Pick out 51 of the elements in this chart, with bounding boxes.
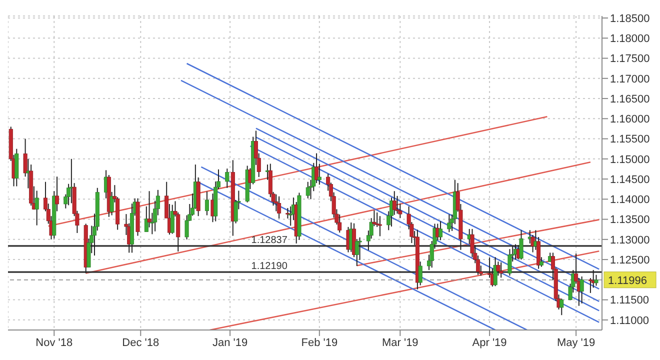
candlestick <box>438 220 443 241</box>
y-tick-label: 1.17000 <box>610 73 650 86</box>
y-tick-label: 1.11500 <box>610 294 649 307</box>
candlestick <box>594 274 598 286</box>
y-tick-label: 1.12500 <box>610 254 650 266</box>
candlestick <box>170 204 174 234</box>
x-tick-label: Jan '19 <box>212 336 248 349</box>
candlestick <box>580 276 584 304</box>
y-tick-label: 1.14000 <box>610 194 650 206</box>
y-tick-label: 1.18000 <box>610 33 650 46</box>
y-tick-label: 1.17500 <box>610 53 650 66</box>
candlestick <box>392 190 396 216</box>
ref-line-label: 1.11996 <box>608 274 647 287</box>
y-tick-label: 1.11000 <box>610 314 649 327</box>
x-tick-label: Dec '18 <box>122 336 160 349</box>
candlestick <box>493 256 498 287</box>
candlestick <box>378 216 382 237</box>
candlestick <box>499 262 504 278</box>
candlestick <box>55 176 60 212</box>
candlestick <box>184 214 189 240</box>
candlestick <box>314 152 319 184</box>
ref-line-label: 1.12837 <box>251 234 288 246</box>
candlestick <box>447 214 452 233</box>
candlestick <box>34 190 39 226</box>
x-tick-label: Apr '19 <box>472 336 507 349</box>
candlestick <box>539 256 544 268</box>
ref-line-label: 1.12190 <box>251 261 288 272</box>
y-tick-label: 1.15500 <box>610 134 650 146</box>
candlestick <box>560 298 564 316</box>
y-tick-label: 1.16000 <box>610 114 650 126</box>
candlestick <box>277 196 282 219</box>
candlestick <box>530 234 535 253</box>
candlestick <box>395 195 400 214</box>
y-tick-label: 1.14500 <box>610 174 650 186</box>
x-tick-label: Feb '19 <box>301 336 338 349</box>
candlestick <box>225 168 230 188</box>
y-tick-label: 1.16500 <box>610 93 650 106</box>
x-tick-label: Nov '18 <box>36 336 73 349</box>
candlestick <box>354 238 359 266</box>
candlestick <box>519 230 524 260</box>
candlestick <box>306 181 310 199</box>
x-tick-label: Mar '19 <box>382 336 418 349</box>
y-tick-label: 1.15000 <box>610 154 650 166</box>
x-tick-label: May '19 <box>556 336 596 349</box>
candlestick <box>317 163 322 186</box>
y-tick-label: 1.13000 <box>610 234 650 246</box>
candlestick <box>508 248 512 276</box>
y-tick-label: 1.13500 <box>610 214 650 226</box>
y-tick-label: 1.18500 <box>610 12 650 25</box>
candlestick <box>204 191 209 216</box>
candlestick <box>418 261 422 286</box>
